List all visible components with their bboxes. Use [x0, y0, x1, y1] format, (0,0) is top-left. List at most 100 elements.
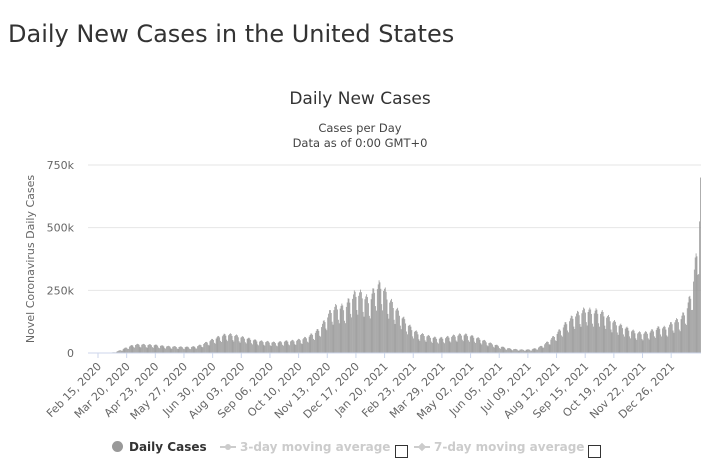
bar-daily-cases [334, 306, 336, 353]
bar-daily-cases [497, 345, 499, 353]
bar-daily-cases [654, 336, 655, 353]
bar-daily-cases [523, 349, 524, 353]
bar-daily-cases [157, 345, 159, 353]
bar-daily-cases [602, 312, 604, 353]
checkbox-7-day-average[interactable] [588, 445, 601, 458]
checkbox-3-day-average[interactable] [395, 445, 408, 458]
bar-daily-cases [365, 296, 367, 353]
bar-daily-cases [488, 343, 490, 353]
bar-daily-cases [151, 345, 152, 353]
chart-subtitle-line-1: Cases per Day [318, 121, 401, 135]
bar-daily-cases [292, 340, 294, 353]
bar-daily-cases [519, 349, 521, 353]
bar-daily-cases [428, 334, 430, 353]
bar-daily-cases [136, 344, 137, 353]
bar-daily-cases [279, 341, 281, 353]
bar-daily-cases [190, 347, 192, 353]
bar-daily-cases [391, 298, 392, 353]
bar-daily-cases [419, 340, 421, 353]
bar-daily-cases [663, 325, 665, 353]
bar-daily-cases [421, 333, 422, 353]
bar-daily-cases [621, 325, 623, 353]
bar-daily-cases [200, 345, 202, 353]
bar-daily-cases [373, 288, 375, 353]
bar-daily-cases [422, 333, 423, 353]
bar-daily-cases [500, 346, 502, 353]
bar-daily-cases [659, 328, 661, 353]
bar-daily-cases [537, 349, 538, 353]
bar-daily-cases [138, 344, 140, 353]
bar-daily-cases [632, 329, 634, 353]
bar-daily-cases [284, 340, 286, 353]
bar-daily-cases [413, 338, 414, 353]
bar-daily-cases [667, 336, 669, 353]
bar-daily-cases [298, 338, 299, 353]
bar-daily-cases [165, 348, 167, 353]
legend-item-daily-cases[interactable]: Daily Cases [112, 440, 207, 454]
bar-daily-cases [489, 342, 491, 353]
bar-daily-cases [399, 315, 400, 353]
bar-daily-cases [594, 310, 596, 353]
bar-daily-cases [315, 330, 317, 353]
bar-daily-cases [233, 341, 235, 353]
bar-daily-cases [259, 341, 260, 353]
bar-daily-cases [188, 347, 190, 353]
bar-daily-cases [350, 313, 352, 353]
bar-daily-cases [345, 323, 346, 353]
bar-daily-cases [683, 312, 685, 353]
bar-daily-cases [190, 349, 191, 353]
bar-daily-cases [676, 318, 677, 353]
bar-daily-cases [283, 341, 285, 353]
bar-daily-cases [501, 346, 503, 353]
bar-daily-cases [234, 336, 236, 353]
legend-item-7-day-average[interactable]: 7-day moving average [414, 440, 584, 454]
bar-daily-cases [144, 345, 146, 353]
bar-daily-cases [440, 336, 442, 353]
bar-daily-cases [331, 321, 333, 353]
bar-daily-cases [154, 344, 156, 353]
bar-daily-cases [396, 308, 398, 353]
bar-daily-cases [583, 307, 585, 353]
line-diamond-marker-icon [414, 442, 430, 452]
bar-daily-cases [552, 336, 554, 353]
bar-daily-cases [348, 298, 350, 353]
bar-daily-cases [432, 338, 434, 353]
bar-daily-cases [160, 345, 162, 353]
bar-daily-cases [263, 344, 265, 353]
bar-daily-cases [693, 281, 694, 353]
bar-daily-cases [443, 342, 445, 353]
bar-daily-cases [159, 348, 160, 353]
bar-daily-cases [319, 335, 321, 353]
bar-daily-cases [406, 331, 407, 353]
bar-daily-cases [117, 351, 119, 353]
bar-daily-cases [682, 312, 684, 353]
bar-daily-cases [227, 341, 229, 353]
bar-daily-cases [198, 344, 200, 353]
bar-daily-cases [696, 256, 698, 353]
bar-daily-cases [170, 348, 172, 353]
bar-daily-cases [466, 334, 468, 353]
bar-daily-cases [198, 345, 199, 353]
bar-daily-cases [441, 337, 443, 353]
bar-daily-cases [272, 342, 274, 353]
bar-daily-cases [530, 350, 531, 353]
bar-daily-cases [308, 336, 310, 353]
bar-daily-cases [424, 340, 426, 353]
bar-daily-cases [260, 340, 262, 353]
bar-daily-cases [646, 331, 647, 353]
bar-daily-cases [241, 336, 243, 353]
bar-daily-cases [604, 325, 606, 353]
bar-daily-cases [285, 340, 287, 353]
legend-item-3-day-average[interactable]: 3-day moving average [220, 440, 390, 454]
bar-daily-cases [184, 347, 186, 353]
bar-daily-cases [236, 334, 237, 353]
bar-daily-cases [414, 331, 415, 353]
bar-daily-cases [392, 308, 394, 353]
bar-daily-cases [506, 349, 507, 353]
bar-daily-cases [535, 348, 537, 353]
bar-daily-cases [445, 338, 446, 353]
bar-daily-cases [531, 349, 533, 353]
bar-daily-cases [449, 341, 451, 353]
bar-daily-cases [329, 310, 330, 353]
bar-daily-cases [220, 340, 221, 353]
